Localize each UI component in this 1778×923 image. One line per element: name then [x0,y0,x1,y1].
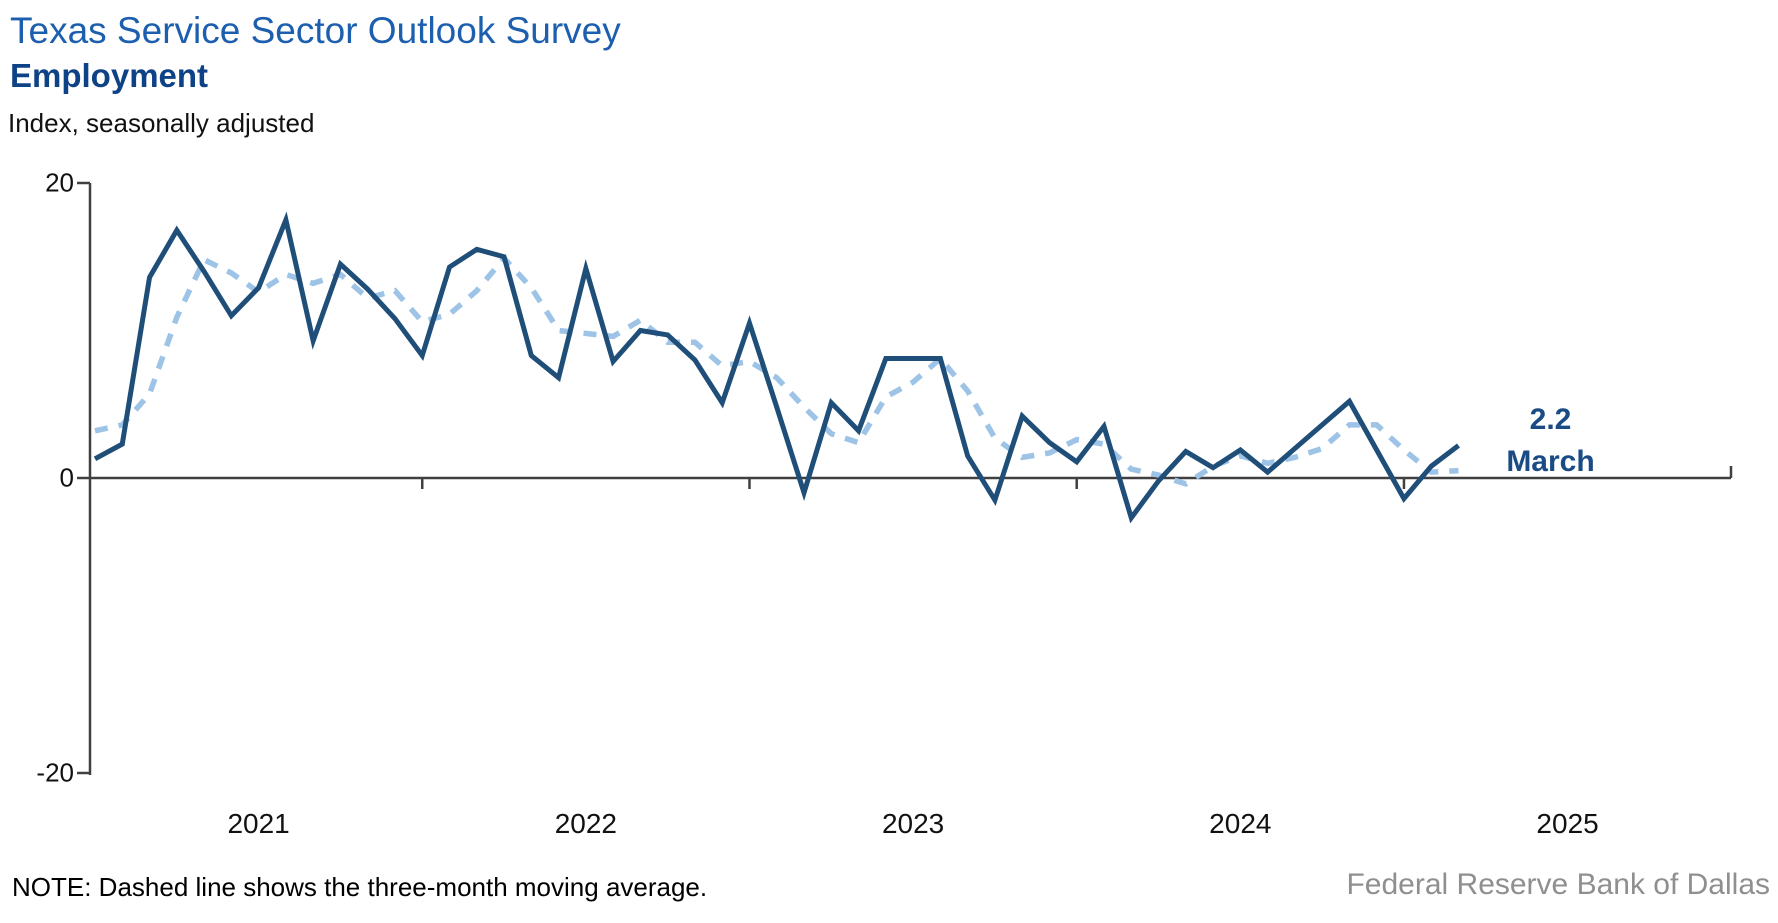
x-tick-label-2024: 2024 [1209,808,1272,839]
latest-month: March [1506,445,1595,478]
latest-value: 2.2 [1529,403,1572,436]
footnote: NOTE: Dashed line shows the three-month … [12,872,708,902]
axis-unit-label: Index, seasonally adjusted [8,108,315,138]
x-tick-label-2022: 2022 [554,808,617,839]
moving-average-line [94,254,1459,487]
latest-value-annotation: 2.2 March [1478,399,1623,483]
page-title: Texas Service Sector Outlook Survey [10,10,621,51]
source-brand: Federal Reserve Bank of Dallas [1346,868,1770,901]
axis-lines [77,181,1733,775]
y-tick-label: -20 [36,757,74,788]
employment-index-line [93,211,1461,524]
x-tick-label-2025: 2025 [1536,808,1599,839]
y-tick-label: 20 [45,167,74,198]
y-tick-label: 0 [59,462,74,493]
x-tick-label-2021: 2021 [227,808,290,839]
chart-subtitle: Employment [10,57,209,94]
x-tick-label-2023: 2023 [881,808,945,839]
